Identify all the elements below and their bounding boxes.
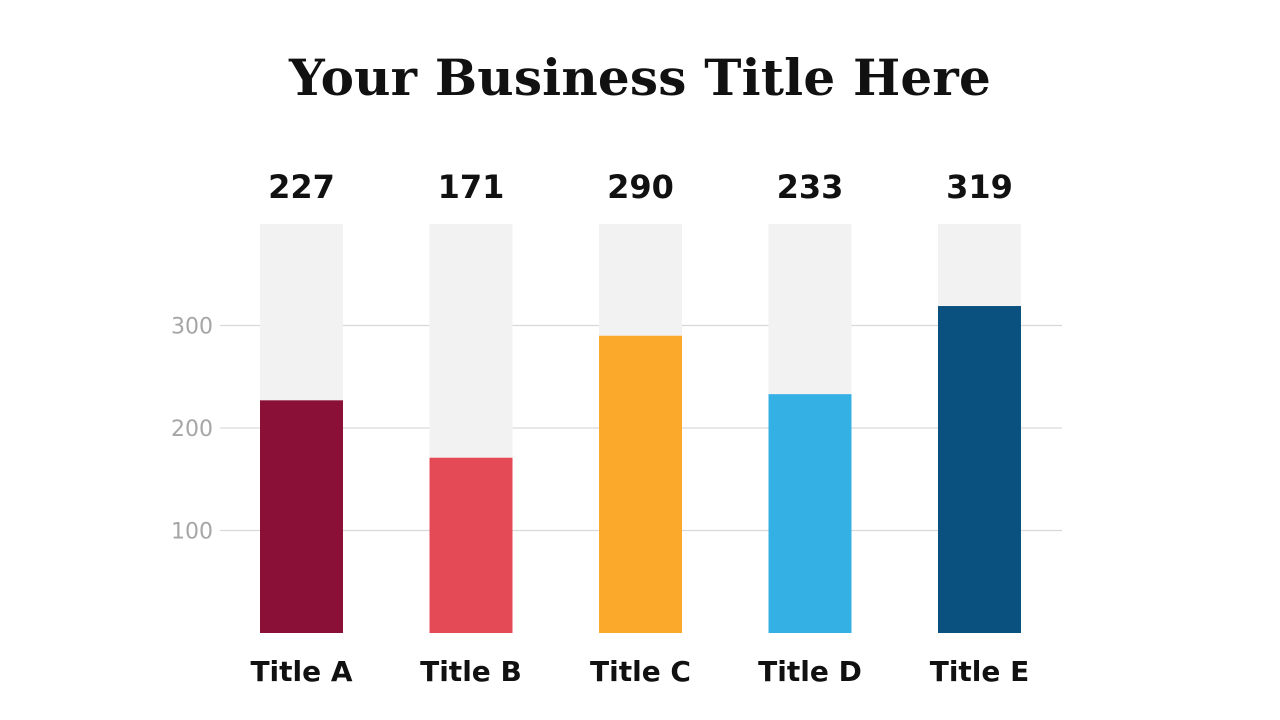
bar-title-d	[768, 394, 852, 633]
bars	[260, 306, 1021, 633]
category-labels: Title A Title B Title C Title D Title E	[250, 655, 1029, 688]
value-label-title-e: 319	[946, 168, 1013, 206]
chart-title: Your Business Title Here	[289, 48, 991, 107]
category-label-title-e: Title E	[930, 655, 1030, 688]
y-tick-label-100: 100	[171, 520, 213, 545]
y-tick-label-300: 300	[171, 315, 213, 340]
category-label-title-a: Title A	[250, 655, 352, 688]
value-label-title-b: 171	[438, 168, 505, 206]
value-label-title-c: 290	[607, 168, 674, 206]
bar-title-c	[599, 335, 682, 633]
value-labels: 227 171 290 233 319	[268, 168, 1013, 206]
y-tick-label-200: 200	[171, 417, 213, 442]
value-label-title-d: 233	[777, 168, 844, 206]
category-label-title-b: Title B	[420, 655, 522, 688]
bar-title-a	[260, 400, 343, 633]
category-label-title-c: Title C	[590, 655, 691, 688]
category-label-title-d: Title D	[758, 655, 862, 688]
bar-title-b	[429, 457, 513, 633]
value-label-title-a: 227	[268, 168, 335, 206]
bar-title-e	[938, 306, 1021, 633]
y-axis-ticks: 100 200 300	[171, 315, 213, 545]
